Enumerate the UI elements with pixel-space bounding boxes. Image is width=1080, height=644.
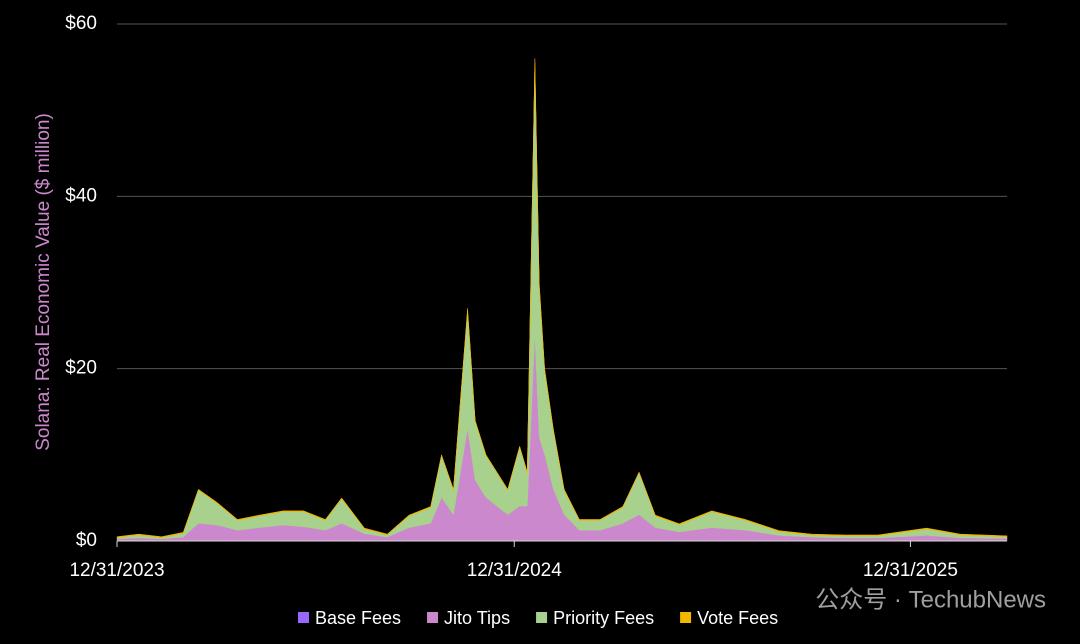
area [116, 58, 1008, 538]
x-tick-label: 12/31/2025 [863, 560, 958, 581]
legend-swatch [298, 612, 309, 623]
legend-label: Jito Tips [444, 608, 510, 628]
x-tick-label: 12/31/2023 [69, 560, 164, 581]
y-tick-label: $20 [65, 358, 97, 379]
legend-swatch [536, 612, 548, 623]
y-tick-label: $60 [65, 13, 97, 34]
x-tick-label: 12/31/2024 [467, 560, 563, 581]
legend-item: Base Fees [298, 608, 401, 628]
legend-label: Base Fees [315, 608, 401, 628]
y-tick-label: $0 [76, 530, 97, 551]
y-tick-label: $40 [65, 185, 97, 206]
legend-item: Vote Fees [680, 608, 778, 628]
legend-swatch [680, 612, 692, 623]
legend-swatch [427, 612, 439, 623]
y-axis-title: Solana: Real Economic Value ($ million) [33, 113, 54, 451]
legend-item: Priority Fees [536, 608, 654, 628]
watermark: 公众号 · TechubNews [815, 586, 1046, 613]
legend-item: Jito Tips [427, 608, 510, 628]
legend-label: Priority Fees [553, 608, 654, 628]
legend-label: Vote Fees [697, 608, 778, 628]
